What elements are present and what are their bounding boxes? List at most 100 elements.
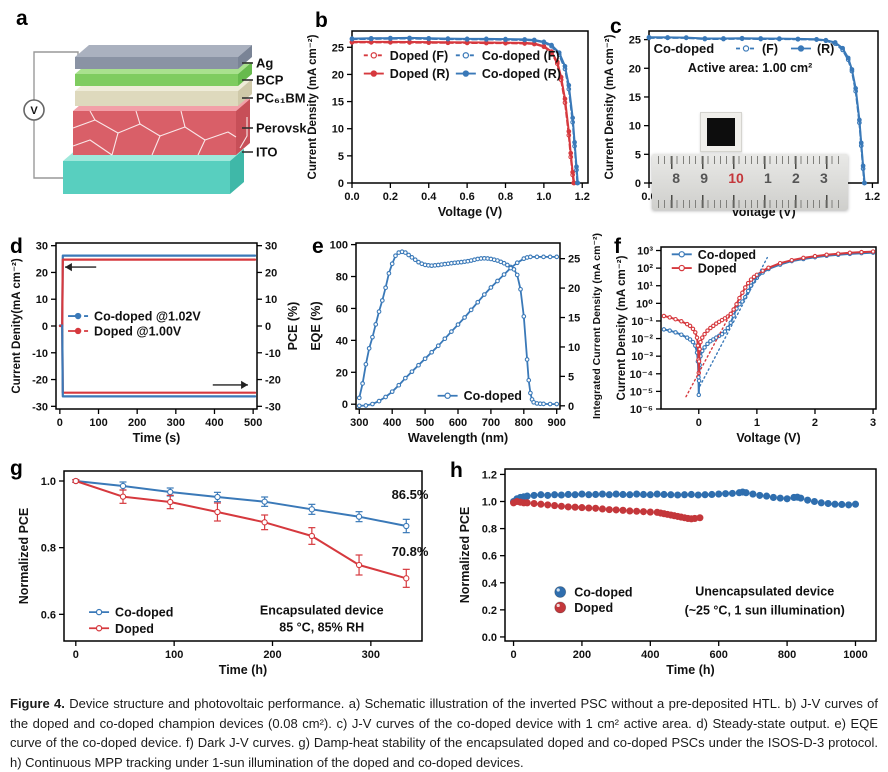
svg-text:1.0: 1.0 bbox=[536, 191, 551, 203]
panel-g-stability-chart: 0 100 200 300 Time (h) 0.6 0.8 1.0 Normalized PC… bbox=[17, 470, 429, 677]
svg-text:10⁻⁶: 10⁻⁶ bbox=[630, 404, 653, 416]
svg-text:Time (h): Time (h) bbox=[219, 663, 267, 677]
svg-text:20: 20 bbox=[265, 267, 277, 279]
svg-text:300: 300 bbox=[167, 417, 185, 429]
svg-text:20: 20 bbox=[36, 267, 48, 279]
svg-text:Co-doped: Co-doped bbox=[698, 248, 756, 262]
ruler-number: 3 bbox=[819, 170, 828, 186]
svg-text:0: 0 bbox=[265, 321, 271, 333]
svg-text:-30: -30 bbox=[32, 401, 48, 413]
svg-text:Voltage (V): Voltage (V) bbox=[438, 205, 502, 219]
svg-text:0: 0 bbox=[568, 401, 574, 413]
svg-text:60: 60 bbox=[336, 303, 348, 315]
svg-text:(~25 °C, 1 sun illumination): (~25 °C, 1 sun illumination) bbox=[685, 603, 845, 617]
svg-text:Wavelength (nm): Wavelength (nm) bbox=[408, 431, 508, 445]
svg-text:-20: -20 bbox=[265, 375, 281, 387]
panel-c-label: c bbox=[610, 15, 622, 38]
ruler-ticks-bottom bbox=[656, 195, 844, 208]
svg-text:0.6: 0.6 bbox=[459, 191, 474, 203]
svg-text:10: 10 bbox=[332, 124, 344, 136]
svg-text:Co-doped (R): Co-doped (R) bbox=[482, 67, 561, 81]
device-structure-schematic: V Ag BCP PC₆₁BM Perovskite ITO bbox=[23, 45, 306, 194]
svg-text:Current Density (mA cm⁻²): Current Density (mA cm⁻²) bbox=[307, 34, 319, 179]
svg-text:Normalized PCE: Normalized PCE bbox=[458, 507, 472, 604]
svg-text:Ag: Ag bbox=[256, 56, 273, 71]
svg-text:0.6: 0.6 bbox=[41, 609, 56, 621]
svg-text:10⁻³: 10⁻³ bbox=[631, 351, 653, 363]
panel-f-dark-jv-chart: 0 1 2 3 Voltage (V) 10³ 10² 10¹ 10⁰ 10⁻¹ 10⁻² 10⁻³ 1… bbox=[616, 246, 877, 445]
svg-text:5: 5 bbox=[635, 149, 641, 161]
svg-text:0.4: 0.4 bbox=[482, 578, 498, 590]
device-active-area bbox=[707, 118, 735, 146]
svg-text:Co-doped @1.02V: Co-doped @1.02V bbox=[94, 310, 201, 324]
svg-text:40: 40 bbox=[336, 335, 348, 347]
panel-h-label: h bbox=[450, 459, 463, 482]
svg-text:ITO: ITO bbox=[256, 145, 277, 160]
svg-text:800: 800 bbox=[515, 417, 533, 429]
svg-text:10⁻¹: 10⁻¹ bbox=[631, 316, 653, 328]
svg-text:PC₆₁BM: PC₆₁BM bbox=[256, 91, 306, 106]
svg-text:80: 80 bbox=[336, 272, 348, 284]
svg-text:1.0: 1.0 bbox=[482, 497, 497, 509]
ruler-number: 10 bbox=[728, 170, 744, 186]
svg-text:Co-doped (F): Co-doped (F) bbox=[482, 49, 560, 63]
svg-text:PCE (%): PCE (%) bbox=[286, 302, 300, 351]
svg-text:EQE (%): EQE (%) bbox=[309, 301, 323, 350]
svg-text:-30: -30 bbox=[265, 401, 281, 413]
svg-text:0: 0 bbox=[57, 417, 63, 429]
caption-label: Figure 4. bbox=[10, 696, 65, 711]
svg-text:0: 0 bbox=[42, 321, 48, 333]
panel-h-mpp-chart: 0 200 400 600 800 1000 Time (h) 0.0 0.2 0.4 0.6 0.8… bbox=[458, 468, 877, 677]
svg-text:0: 0 bbox=[73, 649, 79, 661]
svg-text:Doped: Doped bbox=[574, 601, 613, 615]
svg-text:20: 20 bbox=[336, 367, 348, 379]
svg-text:10: 10 bbox=[629, 121, 641, 133]
svg-text:0: 0 bbox=[510, 649, 516, 661]
svg-text:V: V bbox=[30, 105, 38, 117]
svg-text:1.2: 1.2 bbox=[482, 469, 497, 481]
svg-text:15: 15 bbox=[332, 97, 344, 109]
svg-text:0: 0 bbox=[338, 178, 344, 190]
svg-text:Active area: 1.00 cm²: Active area: 1.00 cm² bbox=[688, 61, 812, 75]
svg-text:20: 20 bbox=[568, 283, 580, 295]
svg-text:600: 600 bbox=[710, 649, 728, 661]
panel-a-label: a bbox=[16, 7, 28, 30]
svg-text:300: 300 bbox=[350, 417, 368, 429]
ruler-numbers: 8 9 10 1 2 3 bbox=[652, 170, 848, 186]
svg-text:Voltage (V): Voltage (V) bbox=[736, 431, 800, 445]
svg-text:10: 10 bbox=[265, 294, 277, 306]
svg-text:100: 100 bbox=[89, 417, 107, 429]
svg-text:Doped: Doped bbox=[115, 622, 154, 636]
ruler-ticks-top bbox=[656, 156, 844, 169]
ruler-number: 1 bbox=[763, 170, 772, 186]
svg-text:Current Denity(mA cm⁻²): Current Denity(mA cm⁻²) bbox=[11, 258, 23, 394]
svg-text:Doped: Doped bbox=[698, 262, 737, 276]
svg-text:Co-doped: Co-doped bbox=[464, 389, 522, 403]
svg-text:10: 10 bbox=[36, 294, 48, 306]
device-photo-inset: 8 9 10 1 2 3 bbox=[652, 112, 848, 210]
panel-f-label: f bbox=[614, 235, 621, 258]
svg-text:Integrated Current Density (mA: Integrated Current Density (mA cm⁻²) bbox=[591, 233, 603, 419]
svg-text:1.0: 1.0 bbox=[41, 476, 56, 488]
svg-text:15: 15 bbox=[629, 92, 641, 104]
svg-text:800: 800 bbox=[778, 649, 796, 661]
svg-text:200: 200 bbox=[573, 649, 591, 661]
svg-text:Doped (F): Doped (F) bbox=[390, 49, 448, 63]
svg-text:5: 5 bbox=[568, 371, 574, 383]
svg-text:25: 25 bbox=[332, 42, 344, 54]
svg-text:0: 0 bbox=[342, 399, 348, 411]
svg-text:10⁻⁴: 10⁻⁴ bbox=[630, 369, 653, 381]
svg-text:5: 5 bbox=[338, 151, 344, 163]
svg-text:400: 400 bbox=[205, 417, 223, 429]
svg-text:Co-doped: Co-doped bbox=[654, 41, 715, 56]
svg-text:30: 30 bbox=[265, 241, 277, 253]
svg-text:-20: -20 bbox=[32, 375, 48, 387]
svg-text:Current Density (mA cm⁻²): Current Density (mA cm⁻²) bbox=[616, 255, 628, 400]
svg-text:1.2: 1.2 bbox=[575, 191, 590, 203]
ruler-number: 9 bbox=[700, 170, 708, 186]
device-photo bbox=[700, 112, 742, 152]
svg-text:0.8: 0.8 bbox=[482, 524, 497, 536]
panel-e-label: e bbox=[312, 235, 324, 258]
